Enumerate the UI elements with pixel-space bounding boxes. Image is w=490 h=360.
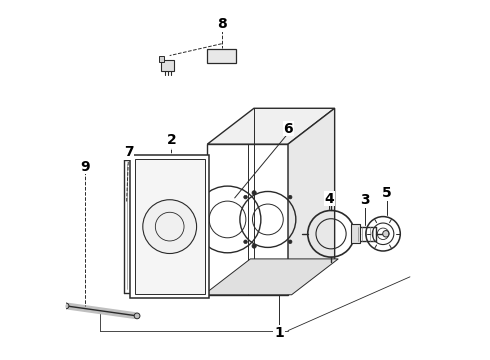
Circle shape [63,303,69,309]
Polygon shape [207,108,335,144]
Polygon shape [351,225,360,243]
Text: 4: 4 [324,192,334,206]
Polygon shape [207,49,236,63]
Circle shape [199,191,203,195]
Text: 2: 2 [167,133,176,147]
Polygon shape [135,159,205,294]
Polygon shape [130,155,209,298]
Circle shape [244,240,247,244]
Circle shape [289,240,292,244]
Circle shape [289,195,292,199]
Circle shape [383,230,389,237]
Circle shape [252,244,256,248]
Text: 1: 1 [274,326,284,340]
Circle shape [199,244,203,248]
Text: 7: 7 [123,145,133,159]
Text: 9: 9 [81,160,90,174]
Text: 6: 6 [283,122,293,136]
Text: 3: 3 [360,193,370,207]
Circle shape [244,195,247,199]
Text: 8: 8 [217,17,226,31]
Circle shape [252,191,256,195]
Polygon shape [161,60,174,71]
Text: 5: 5 [382,186,392,200]
Circle shape [143,200,196,253]
Polygon shape [288,108,335,295]
Polygon shape [159,56,164,62]
Circle shape [134,313,140,319]
Polygon shape [204,259,338,295]
